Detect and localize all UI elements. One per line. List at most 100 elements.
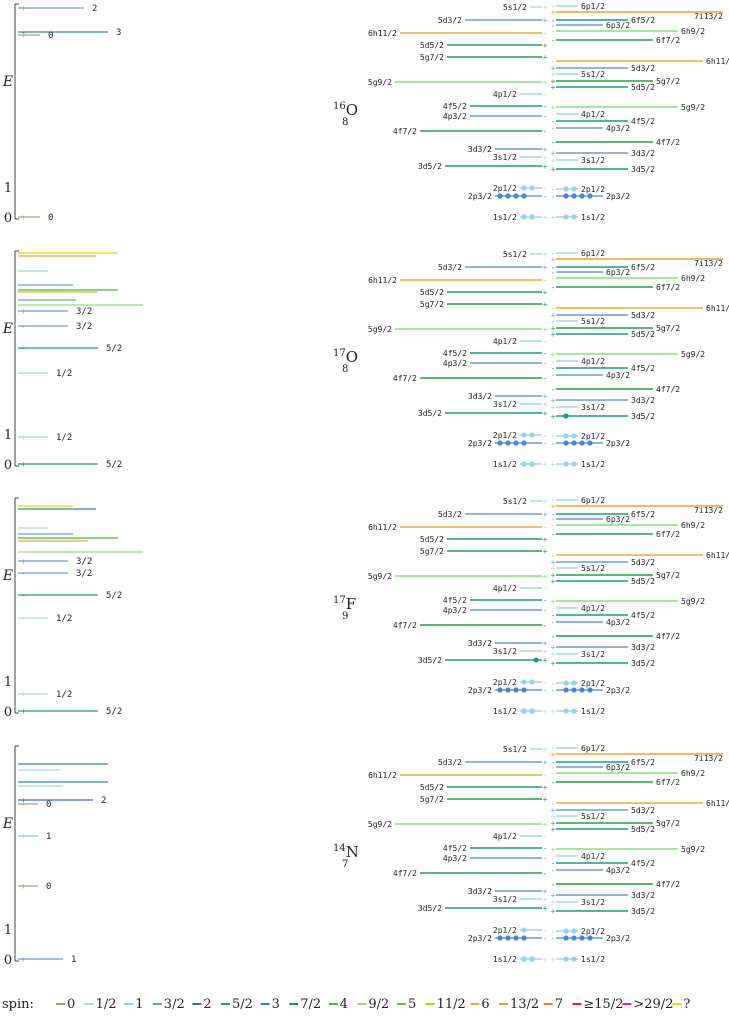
orbital-label: 5s1/2 bbox=[503, 745, 527, 754]
parity-sign: + bbox=[551, 311, 556, 320]
nucleon-dot bbox=[521, 935, 527, 941]
level-spin-label: 0 bbox=[46, 882, 51, 892]
orbital-label: 7i13/2 bbox=[694, 506, 723, 515]
orbital-label: 4f5/2 bbox=[631, 117, 655, 126]
orbital-label: 4f7/2 bbox=[656, 138, 680, 147]
parity-sign: + bbox=[551, 845, 556, 854]
orbital-label: 1s1/2 bbox=[581, 213, 605, 222]
nucleon-dot bbox=[529, 185, 535, 191]
parity-sign: + bbox=[543, 78, 548, 87]
parity-sign: - bbox=[551, 16, 556, 25]
orbital-label: 5s1/2 bbox=[581, 317, 605, 326]
parity-sign: + bbox=[543, 497, 548, 506]
orbital-label: 6p1/2 bbox=[581, 496, 605, 505]
orbital-label: 6p3/2 bbox=[606, 515, 630, 524]
nucleon-dot bbox=[521, 440, 527, 446]
parity-sign: - bbox=[551, 927, 556, 936]
parity-sign: - bbox=[543, 523, 548, 532]
orbital-label: 4p3/2 bbox=[443, 359, 467, 368]
parity-sign: - bbox=[551, 21, 556, 30]
orbital-label: 6h9/2 bbox=[681, 521, 705, 530]
parity-sign: - bbox=[551, 763, 556, 772]
parity-sign: + bbox=[543, 783, 548, 792]
orbital-label: 3d5/2 bbox=[631, 907, 655, 916]
parity-sign: - bbox=[551, 679, 556, 688]
parity-sign: + bbox=[551, 825, 556, 834]
orbital-label: 5g7/2 bbox=[656, 77, 680, 86]
legend-item: 5/2 bbox=[221, 997, 253, 1012]
parity-sign: - bbox=[21, 591, 26, 600]
orbital-label: 5s1/2 bbox=[503, 250, 527, 259]
orbital-label: 7i13/2 bbox=[694, 12, 723, 21]
nucleon-dot bbox=[497, 935, 503, 941]
nucleon-dot bbox=[563, 461, 569, 467]
nucleon-dot bbox=[521, 214, 527, 220]
parity-sign: - bbox=[543, 112, 548, 121]
parity-sign: + bbox=[551, 750, 556, 759]
legend-spin-label: 9/2 bbox=[368, 997, 389, 1012]
orbital-label: 4p1/2 bbox=[493, 584, 517, 593]
parity-sign: + bbox=[543, 409, 548, 418]
orbital-label: 3d5/2 bbox=[631, 412, 655, 421]
level-spin-label: 1 bbox=[46, 832, 51, 842]
orbital-label: 4f5/2 bbox=[443, 844, 467, 853]
parity-sign: + bbox=[551, 317, 556, 326]
nucleon-dot bbox=[563, 214, 569, 220]
parity-sign: - bbox=[543, 606, 548, 615]
orbital-label: 5s1/2 bbox=[503, 497, 527, 506]
nucleon-dot bbox=[563, 935, 569, 941]
orbital-label: 4p1/2 bbox=[581, 110, 605, 119]
level-spin-label: 1/2 bbox=[56, 433, 72, 443]
parity-sign: + bbox=[543, 535, 548, 544]
axis-tick-0: 0 bbox=[4, 211, 12, 226]
orbital-label: 3d5/2 bbox=[631, 165, 655, 174]
nucleon-dot bbox=[529, 708, 535, 714]
level-spin-label: 1/2 bbox=[56, 369, 72, 379]
parity-sign: + bbox=[543, 3, 548, 12]
legend-item: 2 bbox=[192, 997, 212, 1012]
nucleon-dot bbox=[513, 193, 519, 199]
nucleon-dot bbox=[521, 956, 527, 962]
nucleon-dot bbox=[497, 193, 503, 199]
parity-sign: - bbox=[551, 385, 556, 394]
nucleon-dot bbox=[521, 708, 527, 714]
parity-sign: + bbox=[543, 41, 548, 50]
orbital-label: 6h11/2 bbox=[368, 771, 397, 780]
parity-sign: - bbox=[551, 496, 556, 505]
parity-sign: + bbox=[21, 832, 26, 841]
parity-sign: - bbox=[551, 744, 556, 753]
parity-sign: - bbox=[543, 102, 548, 111]
nucleon-dot bbox=[513, 935, 519, 941]
legend-item: 1/2 bbox=[84, 997, 117, 1012]
parity-sign: - bbox=[551, 138, 556, 147]
legend-spin-label: 7 bbox=[555, 997, 563, 1012]
legend-spin-label: 2 bbox=[203, 997, 211, 1012]
parity-sign: + bbox=[551, 898, 556, 907]
orbital-label: 3d3/2 bbox=[468, 392, 492, 401]
axis-tick-0: 0 bbox=[4, 705, 12, 720]
orbital-label: 6h11/2 bbox=[706, 304, 729, 313]
orbital-label: 3d5/2 bbox=[418, 162, 442, 171]
legend-item: 13/2 bbox=[499, 997, 539, 1012]
parity-sign: - bbox=[21, 369, 26, 378]
orbital-label: 3d3/2 bbox=[468, 639, 492, 648]
nucleon-dot bbox=[529, 461, 535, 467]
parity-sign: + bbox=[551, 577, 556, 586]
nucleon-dot bbox=[571, 956, 577, 962]
atomic-number: 9 bbox=[342, 611, 348, 622]
nucleus-label: 17O bbox=[333, 348, 358, 366]
level-spin-label: 2 bbox=[101, 796, 106, 806]
legend-item: 3 bbox=[260, 997, 280, 1012]
parity-sign: + bbox=[21, 955, 26, 964]
orbital-label: 6h11/2 bbox=[368, 276, 397, 285]
parity-sign: + bbox=[551, 77, 556, 86]
nucleon-dot bbox=[497, 687, 503, 693]
parity-sign: - bbox=[551, 618, 556, 627]
parity-sign: + bbox=[543, 820, 548, 829]
mass-number: 17 bbox=[333, 348, 346, 359]
orbital-label: 3d3/2 bbox=[631, 149, 655, 158]
parity-sign: + bbox=[551, 460, 556, 469]
panels: E10 +0- 3+ 2+ 016O8+5s1/2+5d3/2-6h11/2+5d5/2… bbox=[2, 2, 729, 968]
parity-sign: - bbox=[543, 431, 548, 440]
